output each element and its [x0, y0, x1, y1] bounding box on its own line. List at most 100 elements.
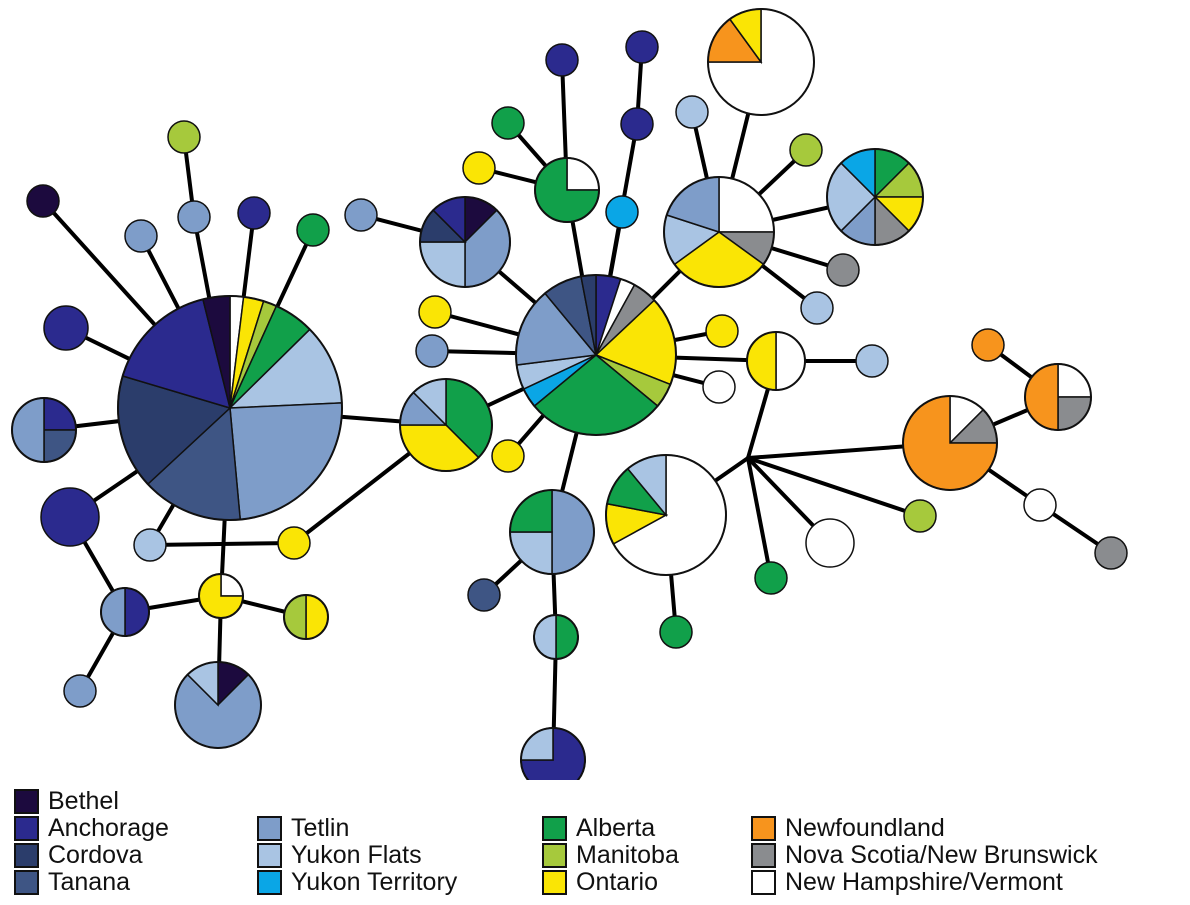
pie-slice-ontario [746, 331, 777, 391]
haplotype-node [133, 528, 167, 562]
pie-outline [1024, 363, 1092, 431]
haplotype-node [124, 219, 158, 253]
haplotype-node [805, 518, 855, 568]
pie-outline [117, 295, 343, 521]
haplotype-network [11, 8, 1128, 780]
haplotype-node [462, 151, 496, 185]
haplotype-node [40, 487, 100, 547]
network-edge [746, 456, 922, 518]
haplotype-node [399, 378, 493, 472]
legend-swatch [751, 816, 776, 841]
haplotype-node [509, 489, 595, 575]
legend-label: Bethel [48, 787, 119, 815]
haplotype-circle [133, 528, 167, 562]
haplotype-node [605, 454, 727, 576]
haplotype-circle [754, 561, 788, 595]
haplotype-circle [659, 615, 693, 649]
haplotype-node [177, 200, 211, 234]
legend-label: Manitoba [576, 841, 679, 869]
haplotype-circle [620, 107, 654, 141]
haplotype-node [826, 148, 924, 246]
haplotype-circle [462, 151, 496, 185]
legend-column-3: Alberta Manitoba Ontario [542, 814, 679, 896]
pie-slice-ontario [305, 594, 329, 640]
haplotype-circle [415, 334, 449, 368]
pie-outline [174, 661, 262, 749]
legend-item-newfoundland: Newfoundland [751, 814, 1098, 842]
pie-slice-manitoba [283, 594, 307, 640]
haplotype-node [533, 614, 579, 660]
haplotype-node [663, 176, 775, 288]
legend: Alberta Manitoba Ontario [542, 814, 679, 896]
network-edge [746, 456, 773, 580]
haplotype-node [754, 561, 788, 595]
haplotype-node [43, 305, 89, 351]
legend-item-yukon_territory: Yukon Territory [257, 868, 458, 896]
pie-slice-yukon-flats [533, 614, 557, 660]
pie-outline [605, 454, 727, 576]
legend-label: New Hampshire/Vermont [785, 868, 1063, 896]
haplotype-node [675, 95, 709, 129]
haplotype-circle [855, 344, 889, 378]
haplotype-circle [491, 439, 525, 473]
legend-item-ontario: Ontario [542, 868, 679, 896]
pie-outline [509, 489, 595, 575]
haplotype-circle [177, 200, 211, 234]
haplotype-circle [971, 328, 1005, 362]
legend-item-tetlin: Tetlin [257, 814, 457, 842]
haplotype-node [467, 578, 501, 612]
legend-swatch [257, 843, 282, 868]
haplotype-circle [800, 291, 834, 325]
haplotype-circle [1094, 536, 1128, 570]
haplotype-circle [826, 253, 860, 287]
haplotype-circle [705, 314, 739, 348]
haplotype-node [26, 184, 60, 218]
legend-item-alberta: Alberta [542, 814, 679, 842]
legend-swatch [257, 816, 282, 841]
legend-swatch [14, 870, 39, 895]
haplotype-node [277, 526, 311, 560]
legend-item-yukon_flats: Yukon Flats [257, 841, 457, 869]
pie-outline [515, 274, 677, 436]
legend-swatch [14, 843, 39, 868]
legend-label: Yukon Territory [291, 868, 458, 896]
haplotype-circle [40, 487, 100, 547]
haplotype-node [702, 370, 736, 404]
legend-label: Newfoundland [785, 814, 945, 842]
haplotype-circle [491, 106, 525, 140]
haplotype-circle [625, 30, 659, 64]
pie-outline [198, 573, 244, 619]
haplotype-node [174, 661, 262, 749]
haplotype-node [520, 727, 586, 780]
haplotype-node [903, 499, 937, 533]
pie-slice-alberta [555, 614, 579, 660]
haplotype-node [283, 594, 329, 640]
haplotype-circle [605, 195, 639, 229]
pie-outline [283, 594, 329, 640]
legend-swatch [14, 816, 39, 841]
pie-outline [663, 176, 775, 288]
legend-item-manitoba: Manitoba [542, 841, 679, 869]
haplotype-node [515, 274, 677, 436]
pie-outline [11, 397, 77, 463]
legend-label: Ontario [576, 868, 658, 896]
legend-swatch [542, 816, 567, 841]
legend-swatch [14, 789, 39, 814]
pie-outline [533, 614, 579, 660]
haplotype-node [296, 213, 330, 247]
haplotype-node [826, 253, 860, 287]
haplotype-node [1024, 363, 1092, 431]
pie-outline [419, 196, 511, 288]
pie-outline [399, 378, 493, 472]
pie-slice-tetlin [229, 402, 343, 521]
legend-item-anchorage: Anchorage [14, 814, 169, 842]
legend-item-ns_nb: Nova Scotia/New Brunswick [751, 841, 1098, 869]
pie-outline [520, 727, 586, 780]
haplotype-node [419, 196, 511, 288]
haplotype-circle [63, 674, 97, 708]
haplotype-node [705, 314, 739, 348]
legend-label: Anchorage [48, 814, 169, 842]
pie-outline [746, 331, 806, 391]
haplotype-node [789, 133, 823, 167]
pie-outline [100, 587, 150, 637]
